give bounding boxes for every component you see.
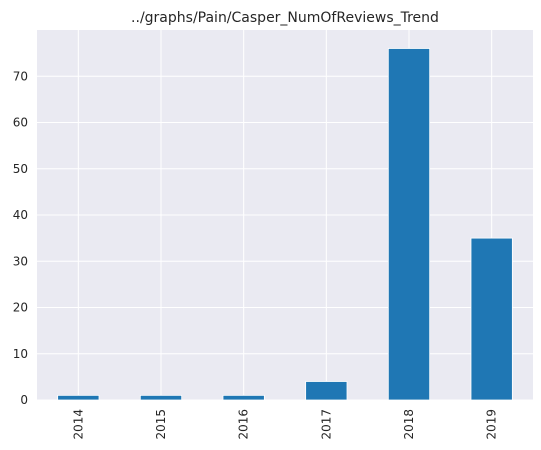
- chart-title: ../graphs/Pain/Casper_NumOfReviews_Trend: [131, 10, 439, 26]
- bar-2019: [470, 237, 513, 401]
- y-axis-ticks: 0 10 20 30 40 50 60 70: [13, 69, 28, 407]
- x-tick-label: 2018: [402, 409, 416, 440]
- y-tick-label: 60: [13, 116, 28, 130]
- x-tick-label: 2017: [319, 409, 333, 440]
- x-tick-label: 2015: [154, 409, 168, 440]
- y-tick-label: 70: [13, 69, 28, 83]
- grid-lines: [37, 30, 533, 401]
- bars: [57, 48, 513, 401]
- bar-2015: [139, 394, 183, 401]
- y-tick-label: 40: [13, 208, 28, 222]
- bar-2017: [305, 381, 348, 401]
- x-axis-ticks: 2014 2015 2016 2017 2018 2019: [71, 409, 498, 440]
- y-tick-label: 50: [13, 162, 28, 176]
- bar-2018: [387, 48, 431, 401]
- y-tick-label: 10: [13, 347, 28, 361]
- y-tick-label: 0: [20, 393, 28, 407]
- y-tick-label: 20: [13, 301, 28, 315]
- bar-2016: [222, 394, 265, 401]
- bar-2014: [57, 394, 100, 401]
- x-tick-label: 2016: [237, 409, 251, 440]
- y-tick-label: 30: [13, 254, 28, 268]
- x-tick-label: 2014: [71, 409, 85, 440]
- x-tick-label: 2019: [485, 409, 499, 440]
